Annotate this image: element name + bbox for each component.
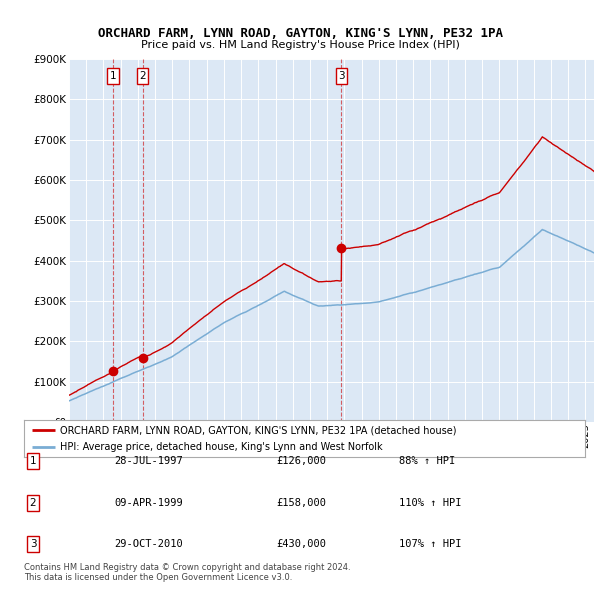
- Text: 3: 3: [29, 539, 37, 549]
- Text: 09-APR-1999: 09-APR-1999: [114, 498, 183, 507]
- Text: 107% ↑ HPI: 107% ↑ HPI: [399, 539, 461, 549]
- Text: 1: 1: [29, 457, 37, 466]
- Text: £430,000: £430,000: [276, 539, 326, 549]
- Text: ORCHARD FARM, LYNN ROAD, GAYTON, KING'S LYNN, PE32 1PA: ORCHARD FARM, LYNN ROAD, GAYTON, KING'S …: [97, 27, 503, 40]
- Text: 88% ↑ HPI: 88% ↑ HPI: [399, 457, 455, 466]
- Text: 1: 1: [110, 71, 116, 81]
- Text: Price paid vs. HM Land Registry's House Price Index (HPI): Price paid vs. HM Land Registry's House …: [140, 40, 460, 50]
- Text: £126,000: £126,000: [276, 457, 326, 466]
- Text: £158,000: £158,000: [276, 498, 326, 507]
- Text: 2: 2: [139, 71, 146, 81]
- Text: 2: 2: [29, 498, 37, 507]
- Text: ORCHARD FARM, LYNN ROAD, GAYTON, KING'S LYNN, PE32 1PA (detached house): ORCHARD FARM, LYNN ROAD, GAYTON, KING'S …: [61, 425, 457, 435]
- Text: HPI: Average price, detached house, King's Lynn and West Norfolk: HPI: Average price, detached house, King…: [61, 442, 383, 452]
- Text: 28-JUL-1997: 28-JUL-1997: [114, 457, 183, 466]
- Text: 110% ↑ HPI: 110% ↑ HPI: [399, 498, 461, 507]
- Text: Contains HM Land Registry data © Crown copyright and database right 2024.
This d: Contains HM Land Registry data © Crown c…: [24, 563, 350, 582]
- Text: 3: 3: [338, 71, 345, 81]
- Text: 29-OCT-2010: 29-OCT-2010: [114, 539, 183, 549]
